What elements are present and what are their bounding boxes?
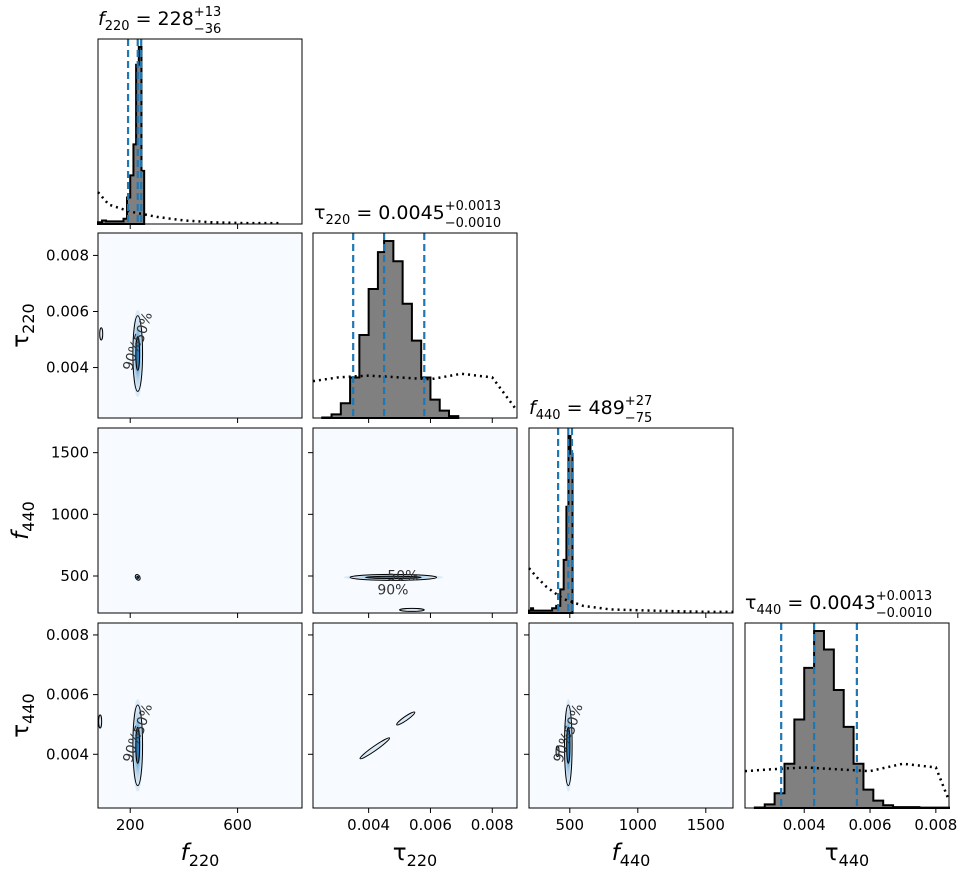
marginal-title: f440 = 489+27 — [529, 394, 652, 423]
prior-histogram — [528, 567, 733, 614]
contour-label-50: 50% — [387, 568, 418, 584]
marginal-f220: f220 = 228+13−36 — [97, 5, 303, 225]
x-tick-label: 0.008 — [471, 816, 514, 834]
prior-histogram — [744, 762, 951, 802]
marginal-title-minus: −75 — [625, 411, 652, 426]
marginal-tau440: τ440 = 0.0043+0.0013−0.0010 — [744, 589, 951, 809]
x-tick-label: 500 — [555, 816, 584, 834]
y-tick-label: 0.008 — [46, 246, 89, 264]
panel-f220-tau220: 50%90% — [97, 232, 303, 419]
y-axis-tau220: 0.004 0.006 0.008 τ220 — [8, 246, 98, 377]
panel-frame — [97, 38, 303, 225]
x-tick-label: 0.008 — [914, 816, 957, 834]
contour-50 — [136, 575, 140, 579]
panel-background — [313, 623, 517, 808]
x-axis-label: f220 — [181, 840, 220, 870]
contour-90 — [359, 737, 391, 760]
panel-frame — [97, 427, 303, 614]
marginal-f440: f440 = 489+27−75 — [528, 394, 734, 614]
panel-background — [529, 623, 733, 808]
x-axis-tau220: 0.004 0.006 0.008 τ220 — [347, 418, 514, 870]
marginal-title: f220 = 228+13 — [98, 5, 221, 34]
marginal-tau220: τ220 = 0.0045+0.0013−0.0010 — [312, 199, 519, 419]
x-tick-label: 1500 — [687, 816, 725, 834]
panel-frame — [312, 622, 518, 809]
panel-frame — [312, 427, 518, 614]
posterior-histogram — [753, 630, 950, 809]
panel-frame — [528, 622, 734, 809]
contour-island — [399, 607, 425, 612]
contour-island — [99, 327, 104, 341]
y-axis-label: τ220 — [8, 303, 38, 347]
panel-background — [313, 428, 517, 613]
y-tick-label: 1000 — [51, 505, 89, 523]
panel-background — [98, 233, 302, 418]
marginal-title-minus: −0.0010 — [445, 216, 501, 231]
prior-histogram — [97, 191, 281, 225]
y-tick-label: 0.006 — [46, 302, 89, 320]
x-tick-label: 0.006 — [409, 816, 452, 834]
prior-histogram — [312, 372, 519, 412]
x-tick-label: 200 — [116, 816, 145, 834]
y-tick-label: 500 — [60, 567, 89, 585]
x-tick-label: 0.004 — [347, 816, 390, 834]
marginal-title: τ220 = 0.0045+0.0013 — [314, 199, 501, 228]
x-tick-label: 600 — [223, 816, 252, 834]
panel-frame — [97, 232, 303, 419]
contour-island — [98, 714, 103, 729]
x-tick-label: 0.006 — [849, 816, 892, 834]
y-tick-label: 0.008 — [46, 626, 89, 644]
x-tick-label: 1000 — [619, 816, 657, 834]
panel-background — [98, 428, 302, 613]
panel-background — [98, 623, 302, 808]
x-axis-label: τ220 — [393, 840, 437, 870]
marginal-title: τ440 = 0.0043+0.0013 — [745, 589, 932, 618]
y-axis-label: f440 — [8, 501, 38, 540]
contour-label-90: 90% — [377, 582, 408, 598]
x-tick-label: 0.004 — [783, 816, 826, 834]
panel-frame — [528, 427, 734, 614]
panel-f440-tau440: 50%90% — [528, 622, 734, 809]
posterior-histogram — [528, 435, 574, 614]
y-axis-tau440: 0.004 0.006 0.008 τ440 — [8, 626, 529, 763]
x-axis-label: f440 — [612, 840, 651, 870]
x-axis-tau440: 0.004 0.006 0.008 τ440 — [783, 808, 957, 870]
contour-50 — [566, 726, 571, 764]
panel-tau220-tau440 — [312, 622, 518, 809]
y-axis-label: τ440 — [8, 693, 38, 737]
contour-50 — [135, 726, 141, 764]
panel-tau220-f440: 50%90% — [312, 427, 518, 614]
panel-frame — [744, 622, 950, 809]
contour-50 — [365, 575, 422, 579]
panel-f220-f440 — [97, 427, 303, 614]
contour-island — [555, 745, 560, 758]
y-tick-label: 0.006 — [46, 686, 89, 704]
marginal-title-minus: −36 — [194, 22, 221, 37]
marginal-title-minus: −0.0010 — [876, 606, 932, 621]
y-tick-label: 1500 — [51, 444, 89, 462]
panel-frame — [312, 232, 518, 419]
y-tick-label: 0.004 — [46, 359, 89, 377]
contour-50 — [135, 336, 141, 371]
panel-frame — [97, 622, 303, 809]
y-axis-f440: 500 1000 1500 f440 — [8, 444, 313, 585]
x-axis-label: τ440 — [825, 840, 869, 870]
y-tick-label: 0.004 — [46, 745, 89, 763]
panel-f220-tau440: 50%90% — [97, 622, 303, 809]
posterior-histogram — [321, 240, 460, 419]
contour-90 — [396, 711, 416, 726]
x-axis-f440: 500 1000 1500 f440 — [555, 613, 725, 870]
